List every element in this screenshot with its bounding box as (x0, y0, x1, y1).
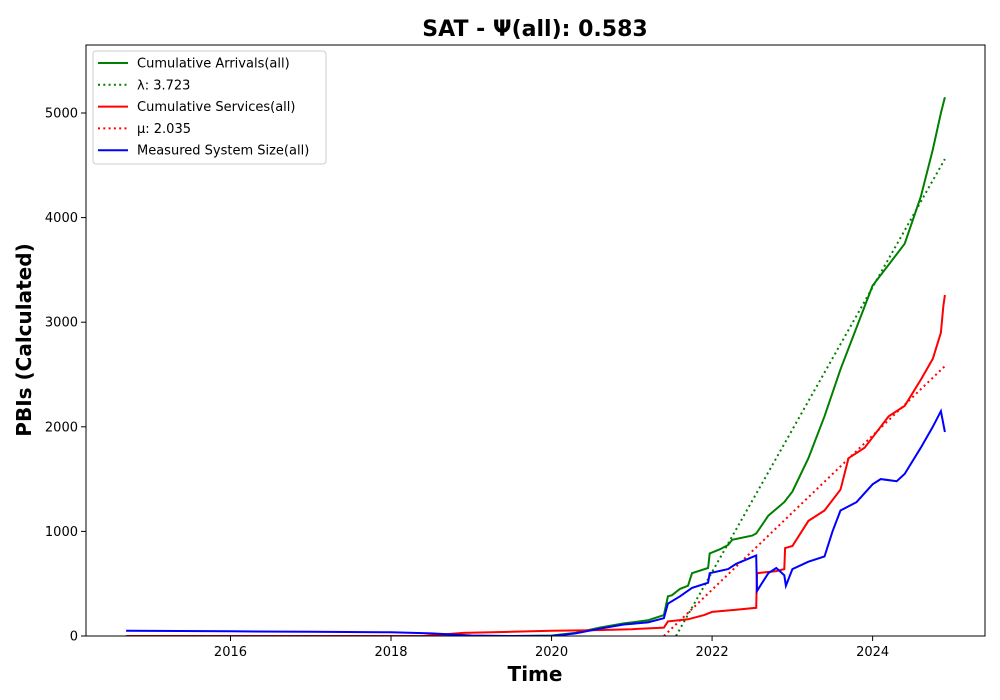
legend-label-2: λ: 3.723 (137, 78, 190, 93)
x-tick-label: 2016 (214, 645, 247, 660)
legend-label-4: μ: 2.035 (137, 122, 191, 137)
legend-label-5: Measured System Size(all) (137, 144, 309, 159)
x-tick-label: 2022 (696, 645, 729, 660)
x-tick-label: 2018 (374, 645, 407, 660)
y-tick-label: 3000 (45, 316, 78, 331)
y-tick-label: 5000 (45, 106, 78, 121)
chart-title: SAT - Ψ(all): 0.583 (422, 17, 647, 42)
y-tick-label: 0 (70, 630, 78, 645)
legend-label-1: Cumulative Arrivals(all) (137, 57, 290, 72)
legend: Cumulative Arrivals(all) λ: 3.723 Cumulati… (93, 51, 326, 164)
legend-label-3: Cumulative Services(all) (137, 100, 295, 115)
x-axis-label: Time (508, 662, 563, 686)
y-tick-label: 2000 (45, 420, 78, 435)
y-tick-label: 4000 (45, 211, 78, 226)
x-tick-label: 2024 (856, 645, 889, 660)
y-tick-label: 1000 (45, 525, 78, 540)
y-axis-label: PBIs (Calculated) (12, 243, 36, 436)
x-tick-label: 2020 (535, 645, 568, 660)
